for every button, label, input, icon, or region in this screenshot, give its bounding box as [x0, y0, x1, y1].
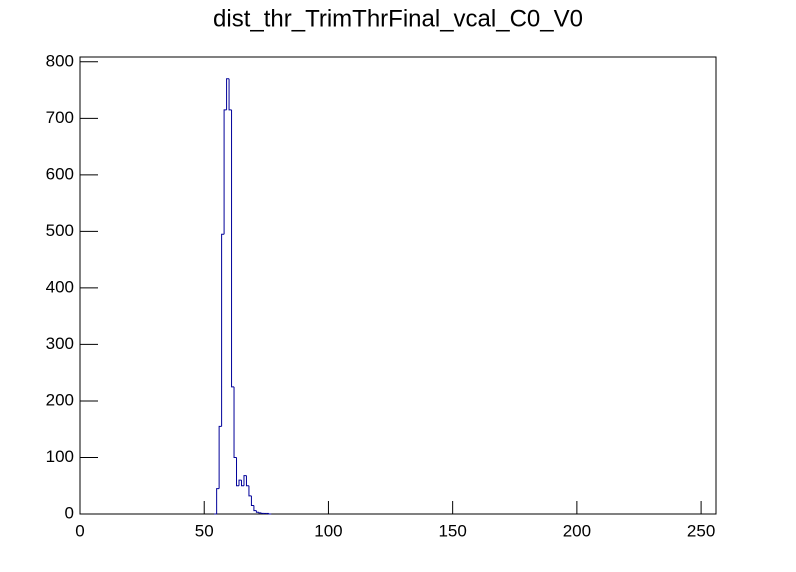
histogram-bin — [253, 505, 257, 512]
histogram-bin — [260, 512, 264, 514]
histogram-bin — [228, 78, 232, 111]
y-tick-label: 800 — [46, 51, 74, 70]
y-tick-label: 200 — [46, 390, 74, 409]
histogram-bin — [233, 386, 237, 458]
x-tick-label: 50 — [195, 521, 214, 540]
y-tick-label: 700 — [46, 108, 74, 127]
x-tick-label: 100 — [314, 521, 342, 540]
x-tick-label: 250 — [687, 521, 715, 540]
histogram-bin — [238, 479, 242, 486]
histogram-bin — [243, 475, 247, 486]
histogram-bin — [248, 485, 252, 497]
histogram-bin — [268, 513, 272, 515]
y-tick-label: 600 — [46, 164, 74, 183]
histogram-bin — [218, 425, 222, 489]
y-tick-label: 400 — [46, 277, 74, 296]
histogram-bin — [236, 457, 239, 487]
y-tick-label: 300 — [46, 334, 74, 353]
y-tick-label: 0 — [65, 503, 74, 522]
x-tick-label: 150 — [438, 521, 466, 540]
x-tick-label: 0 — [75, 521, 84, 540]
histogram-bin — [231, 109, 235, 388]
plot-frame — [79, 56, 717, 515]
histogram-bin — [223, 109, 227, 235]
histogram-bin — [255, 510, 259, 513]
x-tick-label: 200 — [563, 521, 591, 540]
histogram-bin — [221, 233, 225, 427]
y-tick-label: 100 — [46, 447, 74, 466]
histogram-bin — [250, 495, 254, 507]
histogram-bin — [240, 480, 244, 487]
histogram-bin — [245, 475, 249, 487]
histogram-bin — [258, 512, 262, 514]
histogram-bin — [216, 488, 220, 514]
y-tick-label: 500 — [46, 221, 74, 240]
chart-title: dist_thr_TrimThrFinal_vcal_C0_V0 — [213, 5, 583, 32]
histogram-bin — [226, 78, 230, 110]
